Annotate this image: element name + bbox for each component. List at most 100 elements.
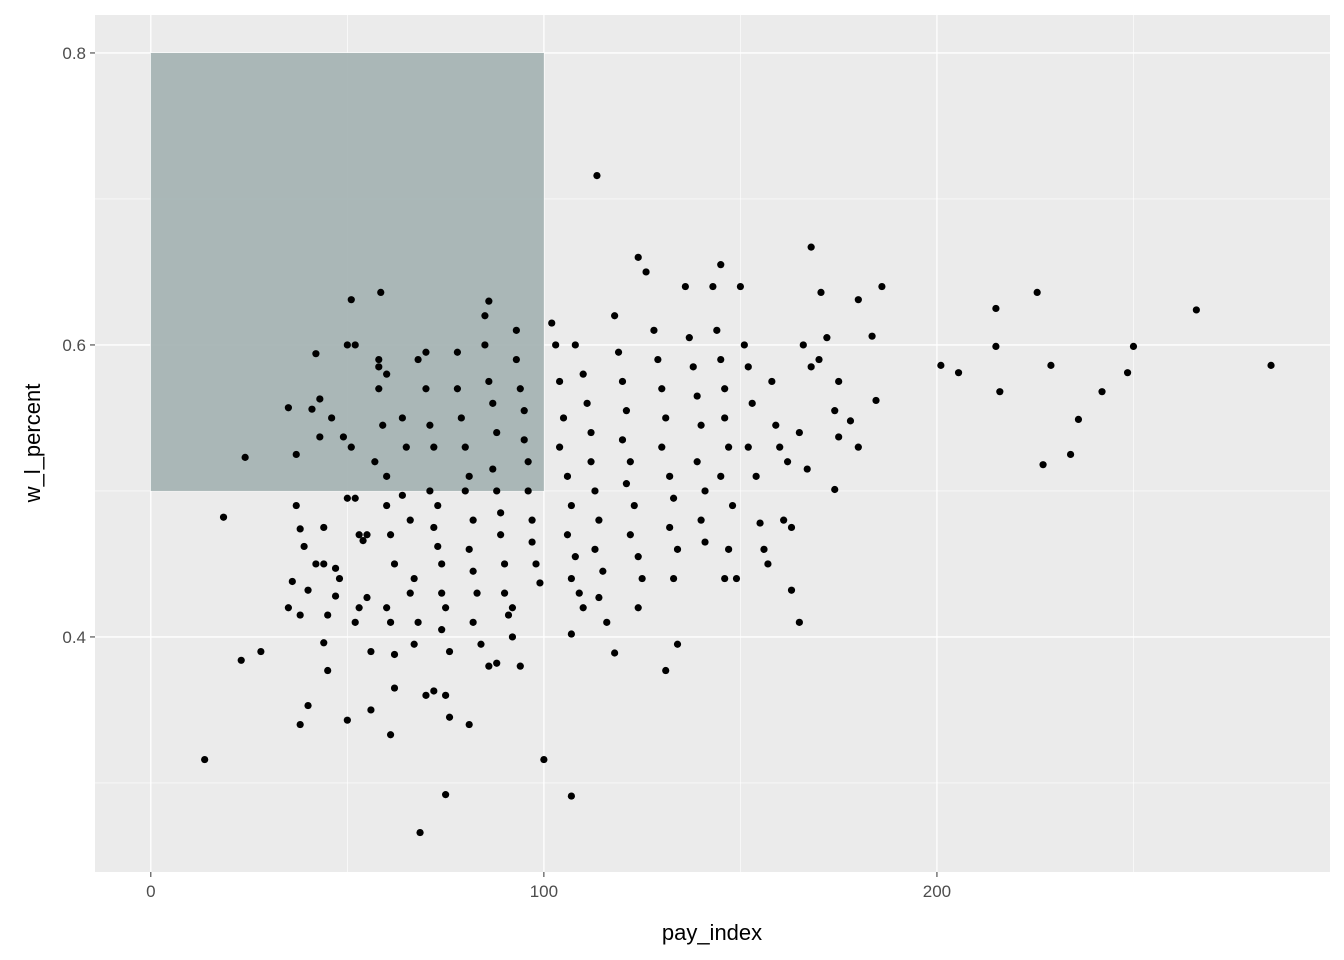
data-point: [593, 171, 601, 180]
data-point: [331, 592, 340, 600]
data-point: [634, 553, 642, 561]
data-point: [375, 355, 383, 364]
data-point: [626, 458, 634, 466]
data-point: [493, 487, 501, 495]
data-point: [473, 589, 481, 597]
data-point: [799, 341, 807, 349]
data-point: [878, 282, 886, 291]
data-point: [445, 647, 454, 656]
data-point: [414, 618, 422, 626]
data-point: [567, 501, 575, 510]
data-point: [442, 691, 450, 699]
data-point: [500, 560, 509, 568]
data-point: [552, 341, 560, 349]
data-point: [355, 604, 363, 612]
data-point: [587, 458, 595, 466]
data-point: [872, 396, 880, 405]
data-point: [201, 755, 209, 764]
data-point: [377, 288, 385, 296]
x-tick-label: 100: [530, 882, 558, 901]
data-point: [477, 640, 485, 648]
data-point: [599, 567, 607, 575]
data-point: [410, 574, 418, 583]
data-point: [351, 618, 359, 626]
data-point: [559, 414, 568, 422]
data-point: [638, 574, 646, 583]
data-point: [622, 480, 631, 488]
data-point: [854, 443, 862, 451]
data-point: [528, 538, 536, 546]
data-point: [583, 399, 591, 407]
data-point: [626, 531, 634, 539]
data-point: [1098, 388, 1106, 396]
data-point: [717, 472, 725, 480]
data-point: [954, 369, 963, 377]
data-point: [1066, 450, 1075, 459]
data-point: [744, 443, 752, 451]
data-point: [288, 577, 296, 586]
data-point: [992, 304, 1000, 313]
data-point: [764, 560, 772, 568]
data-point: [673, 545, 682, 553]
data-point: [469, 567, 477, 575]
data-point: [666, 472, 674, 480]
data-point: [312, 560, 320, 568]
data-point: [497, 509, 505, 517]
data-point: [555, 377, 564, 386]
data-point: [630, 501, 638, 510]
data-point: [292, 450, 300, 459]
data-point: [347, 296, 355, 304]
data-point: [489, 465, 497, 473]
data-point: [520, 407, 528, 415]
data-point: [817, 288, 825, 296]
data-point: [398, 491, 406, 499]
data-point: [669, 574, 678, 583]
data-point: [685, 334, 693, 342]
data-point: [320, 523, 328, 532]
data-point: [453, 385, 462, 393]
data-point: [390, 684, 399, 692]
data-point: [493, 428, 501, 437]
data-point: [524, 487, 532, 495]
data-point: [787, 586, 796, 594]
data-point: [434, 542, 442, 551]
highlight-rect: [150, 52, 544, 491]
data-point: [485, 377, 493, 386]
data-point: [595, 516, 603, 524]
data-point: [614, 348, 623, 356]
data-point: [457, 414, 465, 422]
data-point: [461, 443, 469, 451]
data-point: [481, 341, 489, 349]
data-point: [434, 501, 442, 510]
data-point: [579, 370, 587, 378]
data-point: [438, 626, 446, 634]
data-point: [335, 574, 344, 583]
data-point: [296, 611, 304, 619]
data-point: [339, 433, 348, 441]
data-point: [736, 282, 745, 291]
data-point: [363, 531, 371, 539]
data-point: [386, 531, 395, 539]
data-point: [308, 405, 316, 413]
data-point: [422, 348, 430, 356]
data-point: [548, 319, 556, 327]
data-point: [516, 385, 524, 393]
data-point: [658, 385, 666, 393]
data-point: [575, 589, 583, 597]
data-point: [320, 639, 328, 647]
data-point: [783, 458, 792, 466]
data-point: [591, 487, 599, 495]
data-point: [803, 465, 811, 473]
data-point: [579, 604, 587, 612]
data-point: [658, 443, 666, 451]
data-point: [721, 385, 729, 393]
data-point: [485, 297, 493, 305]
highlight-region: [150, 52, 544, 491]
data-point: [351, 494, 359, 502]
data-point: [666, 523, 674, 532]
data-point: [383, 501, 391, 510]
y-tick-label: 0.8: [62, 44, 86, 63]
data-point: [768, 377, 776, 386]
data-point: [555, 443, 564, 451]
data-point: [846, 417, 855, 425]
